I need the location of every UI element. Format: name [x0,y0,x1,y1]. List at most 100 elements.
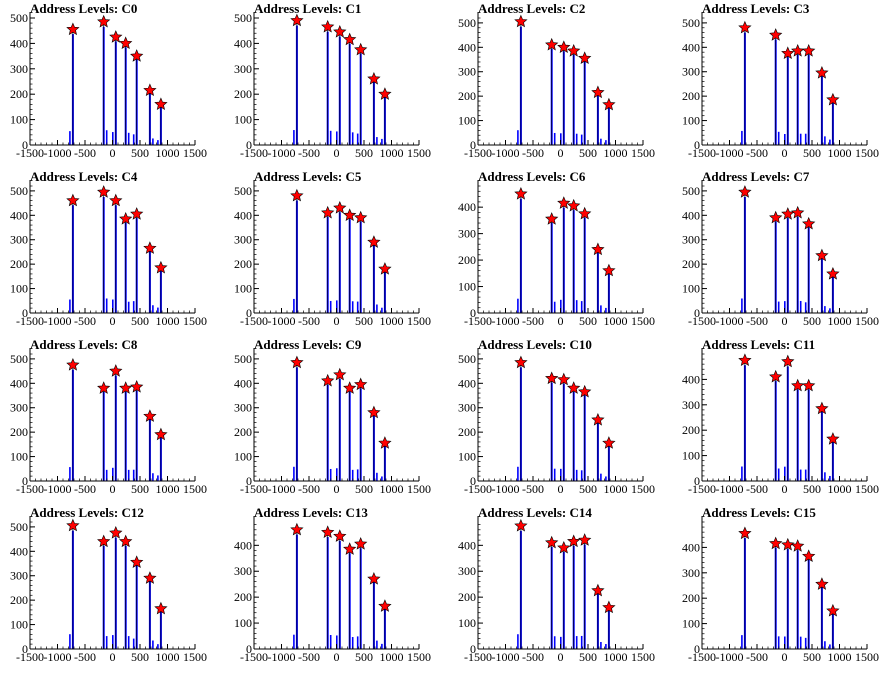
chart-title: Address Levels: C3 [702,1,810,16]
histogram-bar [356,636,359,649]
x-tick-label: -500 [74,314,96,328]
histogram-bars [517,525,610,649]
star-marker-icon [109,30,123,43]
histogram-bar [152,305,154,313]
chart-panel-c8: Address Levels: C8-1500 -1000 -500 0 500 1000… [10,337,207,496]
histogram-bar [152,640,154,649]
y-tick-label: 100 [234,450,252,464]
star-marker-icon [143,83,157,97]
histogram-bar [112,299,114,313]
y-tick-label: 0 [22,642,28,656]
x-tick-label: 1000 [380,482,404,496]
x-tick-label: -1500 [688,314,716,328]
y-tick-label: 400 [10,544,28,558]
star-marker-icon [578,384,592,398]
histogram-bar [157,475,159,481]
x-tick-label: -1500 [688,650,716,664]
y-tick-label: 200 [234,425,252,439]
y-tick-label: 200 [458,253,476,267]
star-marker-icon [154,260,168,274]
y-tick-label: 100 [458,616,476,630]
histogram-bar [157,140,159,145]
y-tick-label: 400 [458,538,476,552]
x-tick-label: 0 [782,314,788,328]
y-tick-label: 100 [458,280,476,294]
x-tick-label: 1500 [407,314,431,328]
star-marker-icon [119,211,133,225]
histogram-bar [112,635,114,649]
histogram-bar [605,307,607,313]
y-tick-label: 400 [10,36,28,50]
histogram-bar [132,301,135,313]
histogram-bar [829,308,831,313]
x-tick-label: 1000 [604,146,628,160]
x-tick-label: 0 [558,146,564,160]
y-tick-label: 500 [234,352,252,366]
histogram-bar [741,298,743,313]
y-tick-label: 200 [682,423,700,437]
star-marker-icon [791,43,805,57]
star-marker-icon [738,353,752,367]
histogram-bar [112,132,114,145]
histogram-bar [777,636,780,649]
histogram-bar [575,133,578,145]
histogram-bars [741,192,834,313]
x-tick-label: -500 [298,650,320,664]
x-tick-label: -1000 [268,650,296,664]
histogram-bar [829,644,831,649]
histogram-bar [132,638,135,649]
star-marker-icon [354,210,368,224]
y-tick-label: 100 [234,113,252,127]
star-marker-icon [578,533,592,546]
x-tick-label: 1000 [604,482,628,496]
y-tick-label: 400 [458,200,476,214]
y-tick-label: 0 [246,474,252,488]
x-tick-label: 0 [558,482,564,496]
y-tick-label: 0 [694,138,700,152]
histogram-bar [553,636,556,649]
x-tick-label: -1000 [492,482,520,496]
x-tick-label: 1000 [156,314,180,328]
histogram-bar [517,298,519,313]
star-marker-icon [321,19,335,33]
chart-panel-c6: Address Levels: C6-1500 -1000 -500 0 500 1000… [458,169,655,328]
histogram-bar [293,466,295,481]
histogram-bar [293,130,295,145]
star-marker-icon [826,603,840,617]
star-marker-icon [333,367,347,381]
y-tick-label: 100 [234,616,252,630]
x-tick-label: 1500 [855,314,879,328]
x-tick-label: -1500 [16,314,44,328]
histogram-bar [152,138,154,145]
y-tick-label: 500 [234,11,252,25]
star-marker-icon [367,235,381,248]
y-tick-label: 400 [234,376,252,390]
x-tick-label: 0 [110,314,116,328]
y-tick-label: 500 [10,520,28,534]
histogram-bar [329,635,332,649]
histogram-bar [777,301,780,313]
star-marker-icon [378,436,392,449]
histogram-bar [784,301,786,313]
histogram-bar [741,130,743,145]
star-marker-icon [602,97,616,111]
y-tick-label: 300 [234,233,252,247]
star-marker-icon [378,87,392,100]
y-tick-label: 0 [470,306,476,320]
chart-panel-c0: Address Levels: C0-1500 -1000 -500 0 500 1000… [10,1,207,160]
y-tick-label: 0 [22,138,28,152]
chart-panel-c1: Address Levels: C1-1500 -1000 -500 0 500 1000… [234,1,431,160]
y-tick-label: 200 [10,87,28,101]
x-tick-label: 1500 [631,482,655,496]
star-marker-icon [602,600,616,614]
star-marker-icon [290,188,304,202]
x-tick-label: -500 [522,314,544,328]
x-tick-label: -1500 [464,146,492,160]
histogram-bar [824,306,826,313]
star-marker-icon [557,372,571,386]
star-marker-icon [781,537,795,551]
y-tick-label: 100 [458,450,476,464]
histogram-bar [381,476,383,481]
chart-title: Address Levels: C13 [254,505,368,520]
x-tick-label: 500 [803,650,821,664]
